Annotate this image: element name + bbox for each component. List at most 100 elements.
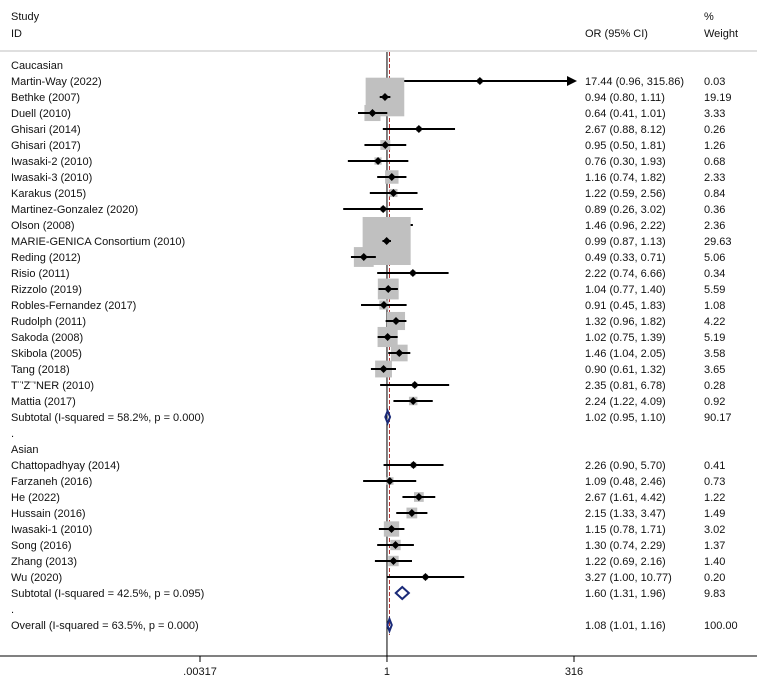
weight-text: 0.03 [704, 76, 725, 88]
weight-text: 3.58 [704, 348, 725, 360]
weight-text: 1.26 [704, 140, 725, 152]
x-tick-label: .00317 [183, 666, 217, 678]
point-estimate [389, 557, 398, 565]
study-label: Chattopadhyay (2014) [11, 460, 120, 472]
weight-text: 2.36 [704, 220, 725, 232]
weight-text: 29.63 [704, 236, 732, 248]
study-label: Rizzolo (2019) [11, 284, 82, 296]
ci-text: 17.44 (0.96, 315.86) [585, 76, 684, 88]
point-estimate [359, 253, 368, 261]
ci-text: 1.16 (0.74, 1.82) [585, 172, 666, 184]
study-label: Hussain (2016) [11, 508, 86, 520]
ci-text: 0.95 (0.50, 1.81) [585, 140, 666, 152]
group-label: Asian [11, 444, 39, 456]
ci-text: 2.15 (1.33, 3.47) [585, 508, 666, 520]
ci-text: 1.04 (0.77, 1.40) [585, 284, 666, 296]
point-estimate [387, 525, 396, 533]
study-label: Robles-Fernandez (2017) [11, 300, 136, 312]
study-header-line1: Study [11, 11, 40, 23]
weight-text: 90.17 [704, 412, 732, 424]
point-estimate [379, 205, 388, 213]
ci-text: 0.94 (0.80, 1.11) [585, 92, 665, 104]
weight-header-line1: % [704, 11, 714, 23]
ci-text: 0.64 (0.41, 1.01) [585, 108, 666, 120]
ci-text: 1.09 (0.48, 2.46) [585, 476, 666, 488]
study-label: Risio (2011) [11, 268, 70, 280]
weight-text: 0.26 [704, 124, 725, 136]
subtotal-label: Subtotal (I-squared = 58.2%, p = 0.000) [11, 412, 204, 424]
weight-text: 1.37 [704, 540, 725, 552]
ci-text: 1.60 (1.31, 1.96) [585, 588, 666, 600]
weight-text: 0.92 [704, 396, 725, 408]
study-label: MARIE-GENICA Consortium (2010) [11, 236, 185, 248]
study-label: Iwasaki-1 (2010) [11, 524, 92, 536]
point-estimate [368, 109, 377, 117]
study-label: Ghisari (2017) [11, 140, 81, 152]
study-label: Martin-Way (2022) [11, 76, 102, 88]
study-label: Mattia (2017) [11, 396, 76, 408]
ci-text: 2.67 (1.61, 4.42) [585, 492, 666, 504]
weight-text: 0.20 [704, 572, 725, 584]
weight-text: 3.33 [704, 108, 725, 120]
ci-text: 1.22 (0.69, 2.16) [585, 556, 666, 568]
point-estimate [374, 157, 383, 165]
ci-text: 2.24 (1.22, 4.09) [585, 396, 666, 408]
ci-text: 2.67 (0.88, 8.12) [585, 124, 666, 136]
study-label: Tang (2018) [11, 364, 70, 376]
weight-header-line2: Weight [704, 28, 738, 40]
study-label: Bethke (2007) [11, 92, 80, 104]
ci-text: 1.46 (1.04, 2.05) [585, 348, 666, 360]
ci-text: 1.15 (0.78, 1.71) [585, 524, 666, 536]
ci-text: 0.76 (0.30, 1.93) [585, 156, 666, 168]
group-label: Caucasian [11, 60, 63, 72]
weight-text: 0.84 [704, 188, 725, 200]
study-label: Farzaneh (2016) [11, 476, 92, 488]
ci-text: 1.02 (0.75, 1.39) [585, 332, 666, 344]
weight-text: 0.73 [704, 476, 725, 488]
ci-text: 0.91 (0.45, 1.83) [585, 300, 666, 312]
point-estimate [421, 573, 430, 581]
weight-text: 100.00 [704, 620, 738, 632]
study-label: Skibola (2005) [11, 348, 82, 360]
weight-text: 1.22 [704, 492, 725, 504]
study-label: Ghisari (2014) [11, 124, 81, 136]
point-estimate [409, 397, 418, 405]
study-label: Wu (2020) [11, 572, 62, 584]
point-estimate [475, 77, 484, 85]
ci-text: 1.02 (0.95, 1.10) [585, 412, 666, 424]
study-label: Reding (2012) [11, 252, 81, 264]
spacer-label: . [11, 604, 14, 616]
ci-text: 0.90 (0.61, 1.32) [585, 364, 666, 376]
weight-text: 1.49 [704, 508, 725, 520]
study-label: Song (2016) [11, 540, 72, 552]
point-estimate [409, 461, 418, 469]
ci-text: 0.99 (0.87, 1.13) [585, 236, 666, 248]
point-estimate [382, 237, 391, 245]
point-estimate [410, 381, 419, 389]
ci-text: 1.22 (0.59, 2.56) [585, 188, 666, 200]
x-tick-label: 316 [565, 666, 583, 678]
weight-text: 0.36 [704, 204, 725, 216]
point-estimate [379, 365, 388, 373]
weight-text: 0.41 [704, 460, 725, 472]
point-estimate [389, 189, 398, 197]
or-header: OR (95% CI) [585, 28, 648, 40]
forest-marks: Caucasian Martin-Way (2022) 17.44 (0.96, 3… [11, 60, 738, 634]
subtotal-label: Subtotal (I-squared = 42.5%, p = 0.095) [11, 588, 204, 600]
study-label: Iwasaki-3 (2010) [11, 172, 92, 184]
weight-text: 0.68 [704, 156, 725, 168]
point-estimate [391, 317, 400, 325]
point-estimate [407, 509, 416, 517]
point-estimate [381, 141, 390, 149]
weight-text: 19.19 [704, 92, 732, 104]
ci-text: 0.49 (0.33, 0.71) [585, 252, 666, 264]
weight-text: 3.02 [704, 524, 725, 536]
study-label: Duell (2010) [11, 108, 71, 120]
point-estimate [387, 173, 396, 181]
weight-text: 0.34 [704, 268, 725, 280]
weight-text: 5.19 [704, 332, 725, 344]
subtotal-diamond [394, 585, 411, 601]
point-estimate [385, 477, 394, 485]
study-label: Martinez-Gonzalez (2020) [11, 204, 138, 216]
